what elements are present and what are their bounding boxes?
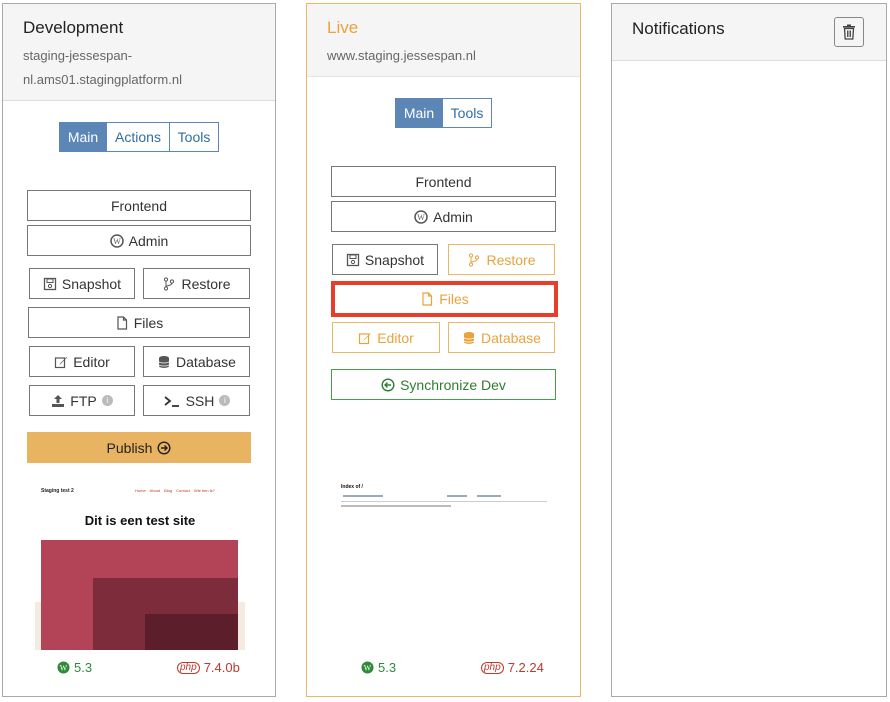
info-icon[interactable]: i <box>219 395 231 406</box>
database-button[interactable]: Database <box>448 322 555 353</box>
editor-button[interactable]: Editor <box>29 346 135 377</box>
database-icon <box>158 355 170 368</box>
admin-button[interactable]: W Admin <box>331 201 556 232</box>
tab-main[interactable]: Main <box>395 98 443 128</box>
development-header: Development staging-jessespan- nl.ams01.… <box>3 4 275 101</box>
svg-text:W: W <box>364 663 372 672</box>
host-name: staging-jessespan- nl.ams01.stagingplatf… <box>23 48 182 87</box>
tab-actions[interactable]: Actions <box>107 122 170 152</box>
tab-main[interactable]: Main <box>59 122 107 152</box>
arrow-circle-left-icon <box>381 377 395 392</box>
tab-tools[interactable]: Tools <box>443 98 492 128</box>
admin-button[interactable]: W Admin <box>27 225 251 256</box>
site-preview[interactable]: Index of / <box>337 480 551 530</box>
preview-heading: Index of / <box>341 484 363 490</box>
wordpress-version: W 5.3 <box>361 660 396 675</box>
frontend-button[interactable]: Frontend <box>331 166 556 197</box>
svg-text:W: W <box>417 213 425 222</box>
tab-tools[interactable]: Tools <box>170 122 219 152</box>
edit-icon <box>359 332 372 344</box>
restore-button[interactable]: Restore <box>143 268 250 299</box>
save-icon <box>346 253 360 266</box>
svg-text:W: W <box>113 237 121 246</box>
wordpress-icon: W <box>57 661 70 674</box>
terminal-icon <box>164 395 179 407</box>
files-button[interactable]: Files <box>331 281 558 317</box>
preview-image <box>41 540 238 650</box>
live-tabs: Main Tools <box>395 98 492 128</box>
frontend-button[interactable]: Frontend <box>27 190 251 221</box>
trash-icon <box>843 24 855 40</box>
live-header: Live www.staging.jessespan.nl <box>307 4 580 77</box>
host-name: www.staging.jessespan.nl <box>327 48 476 63</box>
panel-title: Live <box>327 18 359 37</box>
notifications-header: Notifications <box>612 4 886 61</box>
wordpress-version: W 5.3 <box>57 660 92 675</box>
panel-title: Development <box>23 18 124 37</box>
file-icon <box>117 315 127 330</box>
wordpress-icon: W <box>414 209 428 224</box>
database-icon <box>463 331 475 344</box>
php-icon: php <box>481 661 504 674</box>
site-preview[interactable]: Staging test 2 Home About Blog Contact W… <box>35 484 245 650</box>
notifications-panel: Notifications <box>611 3 887 697</box>
editor-button[interactable]: Editor <box>332 322 440 353</box>
php-version: php 7.2.24 <box>481 660 544 675</box>
database-button[interactable]: Database <box>143 346 250 377</box>
upload-icon <box>52 394 65 407</box>
ssh-button[interactable]: SSH i <box>143 385 250 416</box>
preview-site-name: Staging test 2 <box>41 488 74 494</box>
panel-title: Notifications <box>632 19 725 38</box>
branch-icon <box>469 252 480 267</box>
preview-heading: Dit is een test site <box>84 513 196 528</box>
dev-tabs: Main Actions Tools <box>59 122 219 152</box>
ftp-button[interactable]: FTP i <box>29 385 135 416</box>
svg-text:W: W <box>60 663 68 672</box>
file-icon <box>422 292 433 306</box>
snapshot-button[interactable]: Snapshot <box>29 268 135 299</box>
restore-button[interactable]: Restore <box>448 244 555 275</box>
preview-menu: Home About Blog Contact Wie ben ik? <box>135 488 215 493</box>
clear-notifications-button[interactable] <box>834 17 864 47</box>
branch-icon <box>164 276 175 291</box>
wordpress-icon: W <box>361 661 374 674</box>
php-version: php 7.4.0b <box>177 660 240 675</box>
publish-button[interactable]: Publish <box>27 432 251 463</box>
edit-icon <box>55 356 68 368</box>
wordpress-icon: W <box>109 233 124 248</box>
live-panel: Live www.staging.jessespan.nl Main Tools… <box>306 3 581 697</box>
files-button[interactable]: Files <box>28 307 250 338</box>
synchronize-dev-button[interactable]: Synchronize Dev <box>331 369 556 400</box>
php-icon: php <box>177 661 200 674</box>
snapshot-button[interactable]: Snapshot <box>332 244 438 275</box>
save-icon <box>43 277 57 290</box>
arrow-circle-right-icon <box>157 440 171 455</box>
info-icon[interactable]: i <box>101 395 113 406</box>
development-panel: Development staging-jessespan- nl.ams01.… <box>2 3 276 697</box>
